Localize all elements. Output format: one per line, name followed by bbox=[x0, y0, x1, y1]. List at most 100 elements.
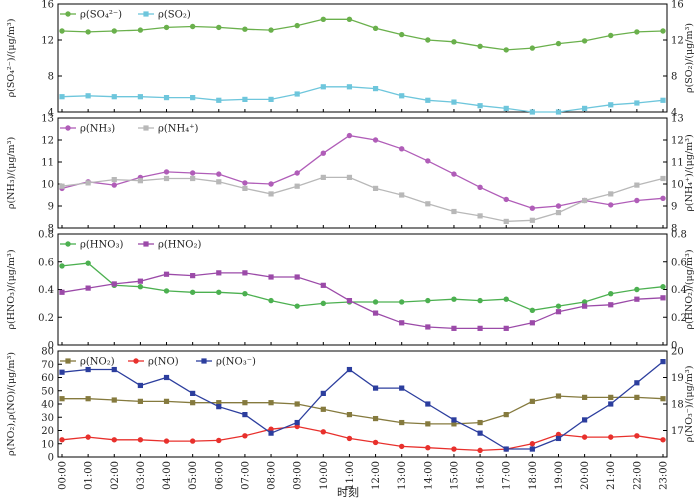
data-point bbox=[294, 22, 300, 29]
legend-marker bbox=[143, 11, 149, 17]
series-line bbox=[62, 395, 664, 425]
data-point bbox=[137, 382, 143, 389]
data-point bbox=[425, 297, 431, 304]
y-tick-label-right: 0.4 bbox=[671, 285, 687, 296]
data-point bbox=[477, 297, 483, 304]
data-point bbox=[425, 445, 431, 451]
data-point bbox=[634, 100, 640, 106]
data-point bbox=[59, 263, 65, 269]
data-point bbox=[85, 29, 91, 35]
series-line bbox=[61, 262, 664, 311]
data-point bbox=[634, 182, 640, 188]
data-point bbox=[268, 297, 274, 304]
data-point bbox=[294, 303, 300, 309]
data-point bbox=[372, 86, 379, 92]
data-point bbox=[451, 296, 457, 302]
y-tick-label-right: 0.2 bbox=[671, 313, 687, 324]
data-point bbox=[451, 325, 457, 331]
data-point bbox=[398, 31, 405, 38]
data-point bbox=[608, 394, 614, 400]
data-point bbox=[190, 175, 196, 182]
data-point bbox=[216, 437, 222, 444]
data-point bbox=[216, 270, 222, 276]
data-point bbox=[503, 218, 509, 224]
data-point bbox=[242, 400, 248, 406]
legend-label: ρ(NO₂) bbox=[80, 357, 115, 368]
data-point bbox=[581, 299, 588, 305]
data-point bbox=[268, 27, 274, 33]
data-point bbox=[216, 97, 222, 103]
data-point bbox=[477, 213, 483, 219]
y-tick-label-right: 12 bbox=[671, 36, 684, 47]
data-point bbox=[660, 359, 666, 365]
data-point bbox=[660, 284, 666, 290]
x-tick-label: 14:00 bbox=[423, 461, 434, 490]
y-tick-label-right: 0.6 bbox=[671, 257, 687, 268]
y-tick-label-left: 13 bbox=[41, 114, 54, 125]
y-tick-label-right: 9 bbox=[671, 202, 677, 213]
data-point bbox=[451, 446, 457, 452]
data-point bbox=[582, 197, 588, 204]
data-point bbox=[477, 419, 483, 426]
y-tick-label-left: 80 bbox=[41, 347, 54, 358]
y-tick-label-left: 0.8 bbox=[38, 230, 54, 241]
data-point bbox=[398, 443, 405, 450]
data-point bbox=[294, 274, 300, 280]
data-point bbox=[477, 184, 483, 190]
legend-marker bbox=[133, 358, 139, 364]
data-point bbox=[163, 95, 170, 101]
data-point bbox=[111, 366, 117, 373]
data-point bbox=[137, 398, 143, 404]
legend-label: ρ(HNO₂) bbox=[158, 240, 201, 251]
data-point bbox=[425, 401, 431, 407]
y-tick-label-right: 0.8 bbox=[671, 230, 687, 241]
data-point bbox=[529, 109, 535, 115]
data-point bbox=[59, 369, 65, 375]
data-point bbox=[660, 396, 666, 402]
data-point bbox=[242, 180, 248, 186]
panel-2: 8 9 10 11 12 13 8 9 10 11 12 13 ρ(NH₃)/(μg/m³) ρ(NH₄⁺… bbox=[6, 114, 695, 235]
data-point bbox=[346, 366, 353, 373]
y-tick-label-left: 50 bbox=[41, 386, 54, 397]
data-point bbox=[163, 374, 170, 381]
data-point bbox=[503, 105, 509, 111]
data-point bbox=[372, 137, 379, 143]
data-point bbox=[555, 431, 562, 438]
data-point bbox=[425, 324, 431, 330]
data-point bbox=[372, 299, 379, 305]
data-point bbox=[137, 284, 144, 290]
data-point bbox=[242, 412, 248, 418]
x-tick-label: 12:00 bbox=[371, 461, 382, 490]
data-point bbox=[634, 197, 640, 204]
data-point bbox=[555, 393, 562, 399]
data-point bbox=[190, 390, 196, 396]
data-point bbox=[372, 385, 379, 391]
data-point bbox=[268, 426, 274, 432]
y-axis-title-right: ρ(SO₂)/(μg/m³) bbox=[684, 23, 695, 93]
data-point bbox=[634, 286, 640, 293]
y-tick-label-left: 0.6 bbox=[38, 257, 54, 268]
plot-frame bbox=[57, 3, 668, 113]
data-point bbox=[529, 307, 536, 314]
data-point bbox=[399, 192, 405, 198]
data-point bbox=[529, 446, 535, 452]
y-axis-title-left: ρ(SO₄²⁻)/(μg/m³) bbox=[6, 19, 17, 98]
y-axis-title-right: ρ(NH₄⁺)/(μg/m³) bbox=[684, 134, 695, 211]
data-point bbox=[451, 421, 457, 427]
data-point bbox=[346, 174, 353, 180]
data-point bbox=[59, 396, 65, 402]
data-point bbox=[268, 191, 274, 197]
data-point bbox=[137, 178, 143, 184]
series-line bbox=[61, 86, 664, 113]
data-point bbox=[608, 290, 614, 297]
data-point bbox=[268, 400, 274, 406]
legend-marker bbox=[65, 11, 71, 17]
y-tick-label-left: 8 bbox=[48, 72, 54, 83]
data-point bbox=[555, 203, 562, 209]
data-point bbox=[189, 438, 196, 444]
y-tick-label-left: 10 bbox=[41, 180, 54, 191]
x-tick-label: 10:00 bbox=[319, 461, 330, 490]
data-point bbox=[320, 282, 326, 288]
data-point bbox=[555, 109, 562, 115]
